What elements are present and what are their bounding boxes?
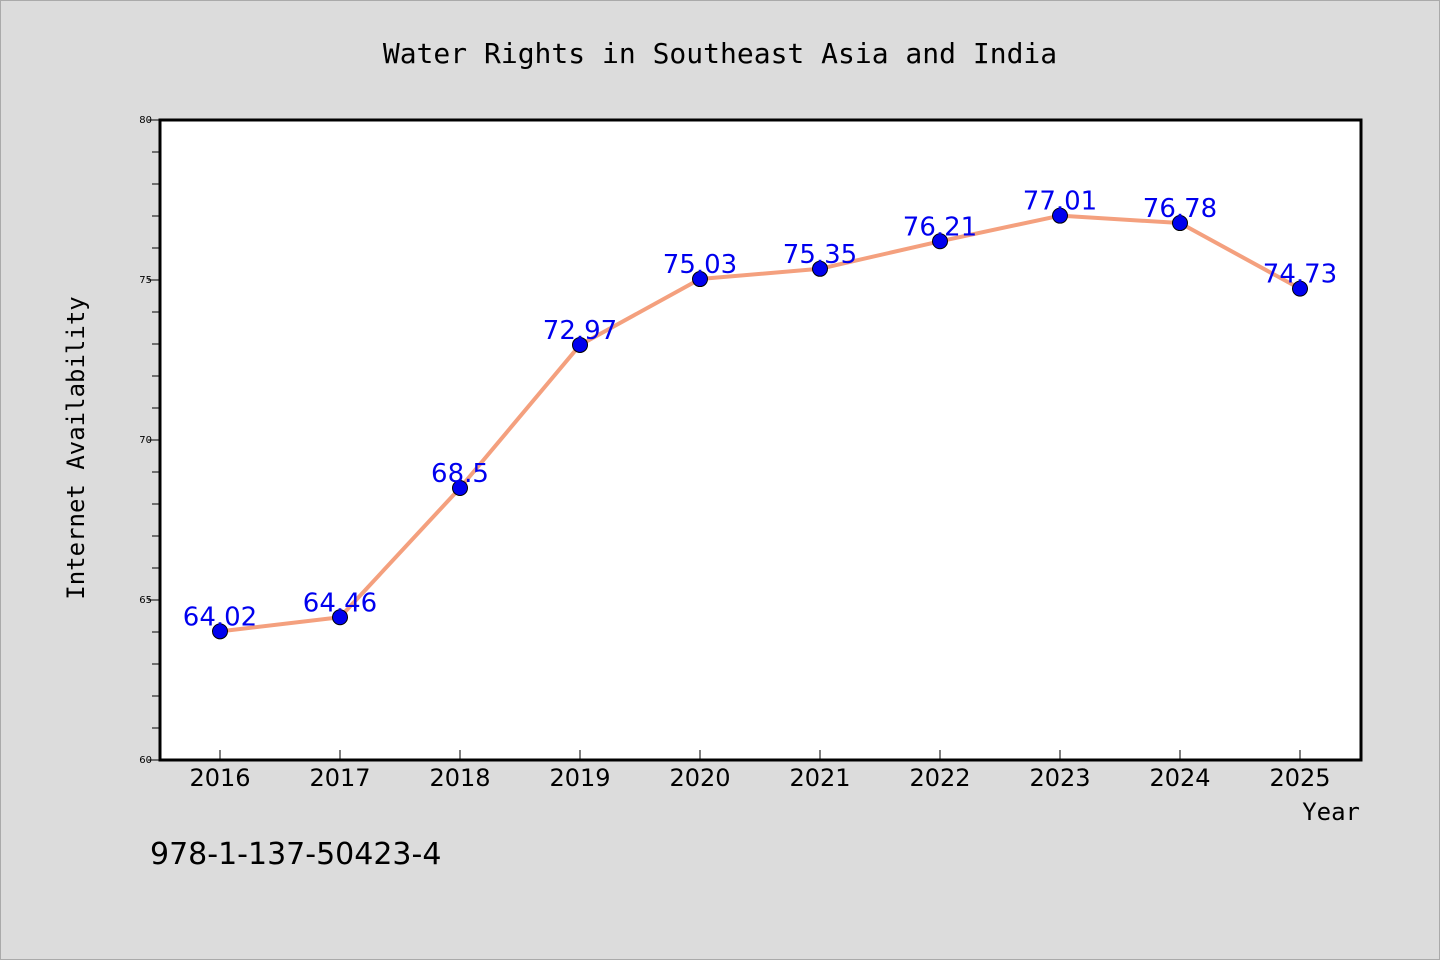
x-tick-label: 2017 <box>309 764 370 792</box>
y-tick-label: 75 <box>139 275 152 286</box>
data-label: 76.21 <box>903 212 977 242</box>
x-tick-label: 2023 <box>1029 764 1090 792</box>
y-axis-ticks: 60 65 70 75 80 <box>139 115 160 766</box>
data-markers <box>212 207 1308 640</box>
x-tick-label: 2024 <box>1149 764 1210 792</box>
data-labels: 64.02 64.46 68.5 72.97 75.03 75.35 76.21 77.01 7… <box>183 187 1337 633</box>
data-point-marker <box>1052 207 1068 224</box>
x-tick-label: 2020 <box>669 764 730 792</box>
y-axis-label: Internet Availability <box>62 296 90 599</box>
x-tick-label: 2016 <box>189 764 250 792</box>
x-axis-label: Year <box>1302 798 1360 826</box>
x-axis-ticks: 2016 2017 2018 2019 2020 2021 2022 2023 2024 2025 <box>189 750 1331 792</box>
chart-title: Water Rights in Southeast Asia and India <box>383 37 1057 70</box>
data-label: 64.02 <box>183 602 257 632</box>
x-tick-label: 2022 <box>909 764 970 792</box>
data-point-marker <box>212 623 228 640</box>
data-point-marker <box>932 233 948 250</box>
y-tick-label: 80 <box>139 115 152 126</box>
data-label: 64.46 <box>303 588 377 618</box>
isbn-text: 978-1-137-50423-4 <box>150 837 441 872</box>
x-tick-label: 2018 <box>429 764 490 792</box>
data-point-marker <box>812 260 828 277</box>
data-label: 74.73 <box>1263 260 1337 290</box>
plot-area <box>158 118 1363 762</box>
series-line <box>218 213 1302 634</box>
x-tick-label: 2021 <box>789 764 850 792</box>
y-tick-label: 60 <box>139 755 152 766</box>
data-label: 75.03 <box>663 250 737 280</box>
data-point-marker <box>572 336 588 353</box>
data-label: 72.97 <box>543 316 617 346</box>
data-point-marker <box>1172 215 1188 232</box>
series-line-group <box>218 213 1302 634</box>
data-label: 76.78 <box>1143 194 1217 224</box>
y-tick-label: 70 <box>139 435 152 446</box>
x-tick-label: 2025 <box>1269 764 1330 792</box>
data-label: 68.5 <box>431 459 489 489</box>
data-point-marker <box>1292 280 1308 297</box>
data-label: 77.01 <box>1023 187 1097 217</box>
data-point-marker <box>332 609 348 626</box>
data-point-marker <box>692 271 708 288</box>
data-point-marker <box>452 480 468 496</box>
data-label: 75.35 <box>783 240 857 270</box>
x-tick-label: 2019 <box>549 764 610 792</box>
y-tick-label: 65 <box>139 595 152 606</box>
